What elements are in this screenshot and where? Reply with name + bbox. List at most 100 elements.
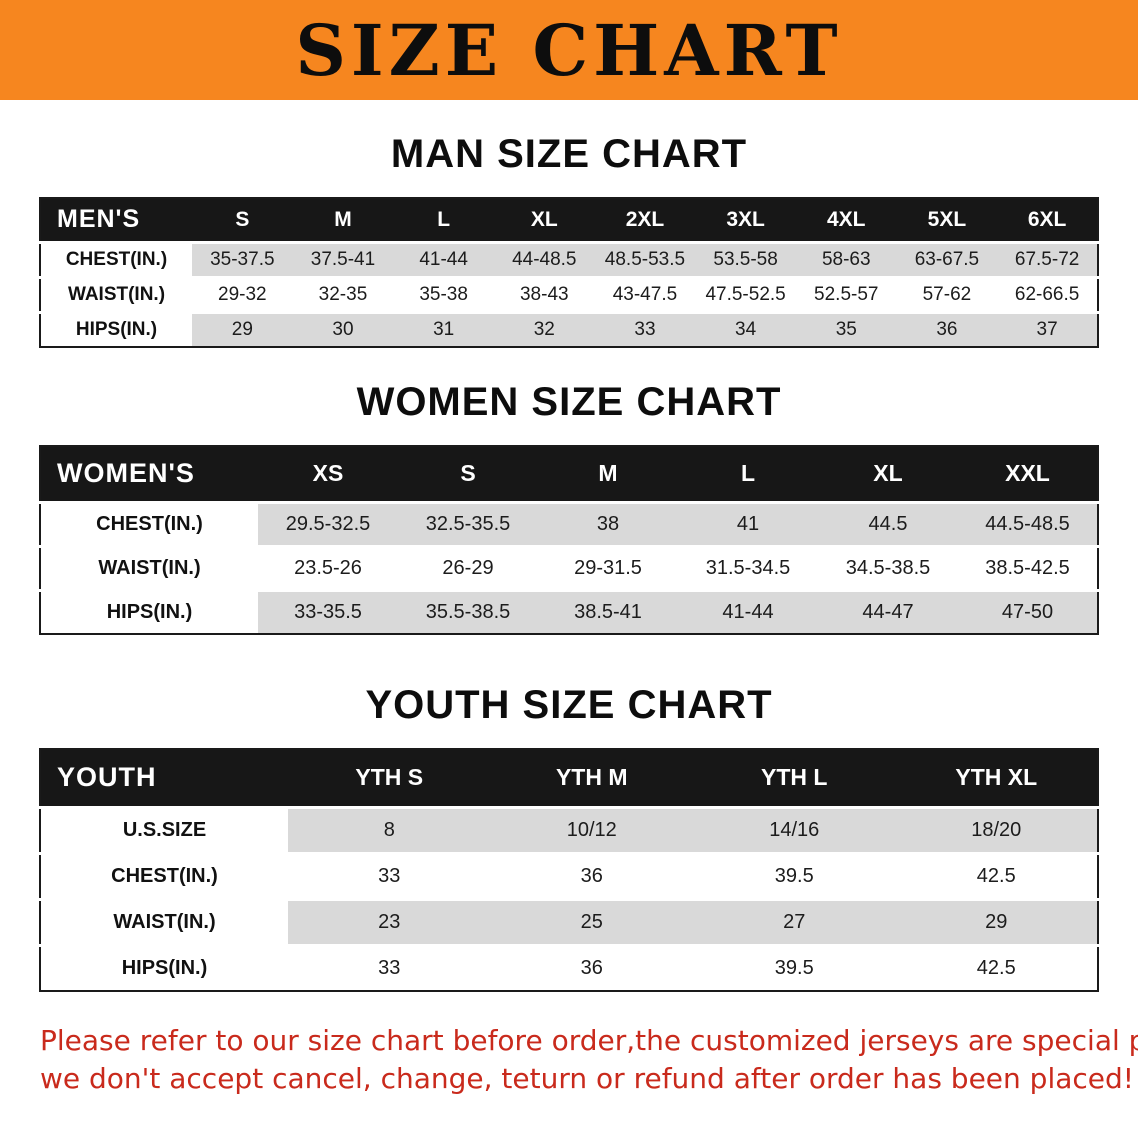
footer-note-line2: we don't accept cancel, change, teturn o… xyxy=(40,1061,1135,1095)
column-header: S xyxy=(460,460,476,487)
value-cell: 38-43 xyxy=(493,277,595,312)
men-section-heading: MAN SIZE CHART xyxy=(390,132,748,176)
value-cell: 41 xyxy=(678,502,818,546)
value-cell: 29-32 xyxy=(192,277,293,312)
column-header: S xyxy=(235,207,250,231)
youth-section-heading: YOUTH SIZE CHART xyxy=(365,683,773,727)
value-cell: 31.5-34.5 xyxy=(678,546,818,590)
value-cell: 29 xyxy=(895,899,1098,945)
column-header: L xyxy=(740,460,756,487)
value-cell: 32-35 xyxy=(292,277,394,312)
row-label: HIPS(IN.) xyxy=(40,312,192,347)
value-cell: 32.5-35.5 xyxy=(398,502,538,546)
value-cell: 33-35.5 xyxy=(258,590,398,634)
value-cell: 32 xyxy=(493,312,595,347)
value-cell: 27 xyxy=(693,899,896,945)
column-header: 6XL xyxy=(1027,207,1067,231)
value-cell: 25 xyxy=(490,899,693,945)
column-header: M xyxy=(334,207,352,231)
table-row: HIPS(IN.) 29 30 31 32 33 34 35 36 37 xyxy=(40,312,1098,347)
row-label: CHEST(IN.) xyxy=(40,853,288,899)
column-header: 4XL xyxy=(827,207,866,231)
women-size-table: WOMEN'S XS S M L XL XXL CHEST(IN.) 29.5-32.5 32.5… xyxy=(39,445,1099,635)
section-men: MAN SIZE CHART MEN'S S M L XL 2XL 3XL 4XL 5XL 6XL… xyxy=(0,132,1138,348)
women-size-table-container: WOMEN'S XS S M L XL XXL CHEST(IN.) 29.5-32.5 32.5… xyxy=(39,445,1099,635)
youth-size-table: YOUTH YTH S YTH M YTH L YTH XL U.S.SIZE 8 10/12… xyxy=(39,748,1099,992)
value-cell: 63-67.5 xyxy=(896,242,998,277)
row-label: CHEST(IN.) xyxy=(40,242,192,277)
column-header: 2XL xyxy=(625,207,665,231)
value-cell: 62-66.5 xyxy=(997,277,1098,312)
row-label: WAIST(IN.) xyxy=(40,546,258,590)
value-cell: 35-38 xyxy=(393,277,494,312)
row-label: HIPS(IN.) xyxy=(40,945,288,991)
table-title-cell: YOUTH xyxy=(57,762,157,793)
value-cell: 29.5-32.5 xyxy=(258,502,398,546)
youth-size-table-container: YOUTH YTH S YTH M YTH L YTH XL U.S.SIZE 8 10/12… xyxy=(39,748,1099,992)
women-section-heading: WOMEN SIZE CHART xyxy=(356,380,782,424)
value-cell: 57-62 xyxy=(896,277,998,312)
column-header: XS xyxy=(312,460,344,487)
value-cell: 31 xyxy=(393,312,494,347)
table-row: U.S.SIZE 8 10/12 14/16 18/20 xyxy=(40,807,1098,853)
header-row: YOUTH YTH S YTH M YTH L YTH XL xyxy=(40,749,1098,807)
value-cell: 8 xyxy=(288,807,491,853)
row-label: CHEST(IN.) xyxy=(40,502,258,546)
value-cell: 37.5-41 xyxy=(292,242,394,277)
column-header: XXL xyxy=(1005,460,1050,487)
section-youth: YOUTH SIZE CHART YOUTH YTH S YTH M YTH L YTH… xyxy=(0,683,1138,992)
value-cell: 36 xyxy=(490,945,693,991)
value-cell: 58-63 xyxy=(795,242,897,277)
value-cell: 35 xyxy=(795,312,897,347)
value-cell: 29 xyxy=(192,312,293,347)
value-cell: 41-44 xyxy=(393,242,494,277)
column-header: YTH S xyxy=(355,764,424,791)
column-header: YTH XL xyxy=(955,764,1038,791)
value-cell: 39.5 xyxy=(693,945,896,991)
value-cell: 36 xyxy=(490,853,693,899)
value-cell: 37 xyxy=(997,312,1098,347)
men-size-table-container: MEN'S S M L XL 2XL 3XL 4XL 5XL 6XL CHEST(IN.) 35-37… xyxy=(39,197,1099,348)
table-row: WAIST(IN.) 23 25 27 29 xyxy=(40,899,1098,945)
table-row: CHEST(IN.) 33 36 39.5 42.5 xyxy=(40,853,1098,899)
value-cell: 23.5-26 xyxy=(258,546,398,590)
table-row: WAIST(IN.) 23.5-26 26-29 29-31.5 31.5-34.5 34… xyxy=(40,546,1098,590)
value-cell: 10/12 xyxy=(490,807,693,853)
value-cell: 67.5-72 xyxy=(997,242,1098,277)
row-label: U.S.SIZE xyxy=(40,807,288,853)
value-cell: 35-37.5 xyxy=(192,242,293,277)
page-title: SIZE CHART xyxy=(295,8,843,92)
value-cell: 53.5-58 xyxy=(695,242,796,277)
table-title-cell: MEN'S xyxy=(57,205,141,234)
column-header: YTH L xyxy=(761,764,828,791)
value-cell: 44-48.5 xyxy=(493,242,595,277)
table-row: WAIST(IN.) 29-32 32-35 35-38 38-43 43-47.5 47.… xyxy=(40,277,1098,312)
value-cell: 38 xyxy=(538,502,678,546)
value-cell: 36 xyxy=(896,312,998,347)
row-label: WAIST(IN.) xyxy=(40,899,288,945)
value-cell: 42.5 xyxy=(895,945,1098,991)
column-header: M xyxy=(598,460,618,487)
table-title-cell: WOMEN'S xyxy=(57,458,195,489)
row-label: WAIST(IN.) xyxy=(40,277,192,312)
row-label: HIPS(IN.) xyxy=(40,590,258,634)
footer-note-line1: Please refer to our size chart before or… xyxy=(40,1024,1138,1057)
value-cell: 41-44 xyxy=(678,590,818,634)
value-cell: 33 xyxy=(594,312,696,347)
table-row: HIPS(IN.) 33-35.5 35.5-38.5 38.5-41 41-44 44-… xyxy=(40,590,1098,634)
column-header: 5XL xyxy=(927,207,967,231)
value-cell: 33 xyxy=(288,945,491,991)
value-cell: 30 xyxy=(292,312,394,347)
value-cell: 29-31.5 xyxy=(538,546,678,590)
value-cell: 42.5 xyxy=(895,853,1098,899)
value-cell: 23 xyxy=(288,899,491,945)
value-cell: 43-47.5 xyxy=(594,277,696,312)
value-cell: 38.5-42.5 xyxy=(958,546,1098,590)
value-cell: 39.5 xyxy=(693,853,896,899)
value-cell: 38.5-41 xyxy=(538,590,678,634)
column-header: L xyxy=(437,207,451,231)
value-cell: 33 xyxy=(288,853,491,899)
footer-note: Please refer to our size chart before or… xyxy=(40,1022,1138,1098)
value-cell: 52.5-57 xyxy=(795,277,897,312)
header-row: MEN'S S M L XL 2XL 3XL 4XL 5XL 6XL xyxy=(40,198,1098,242)
